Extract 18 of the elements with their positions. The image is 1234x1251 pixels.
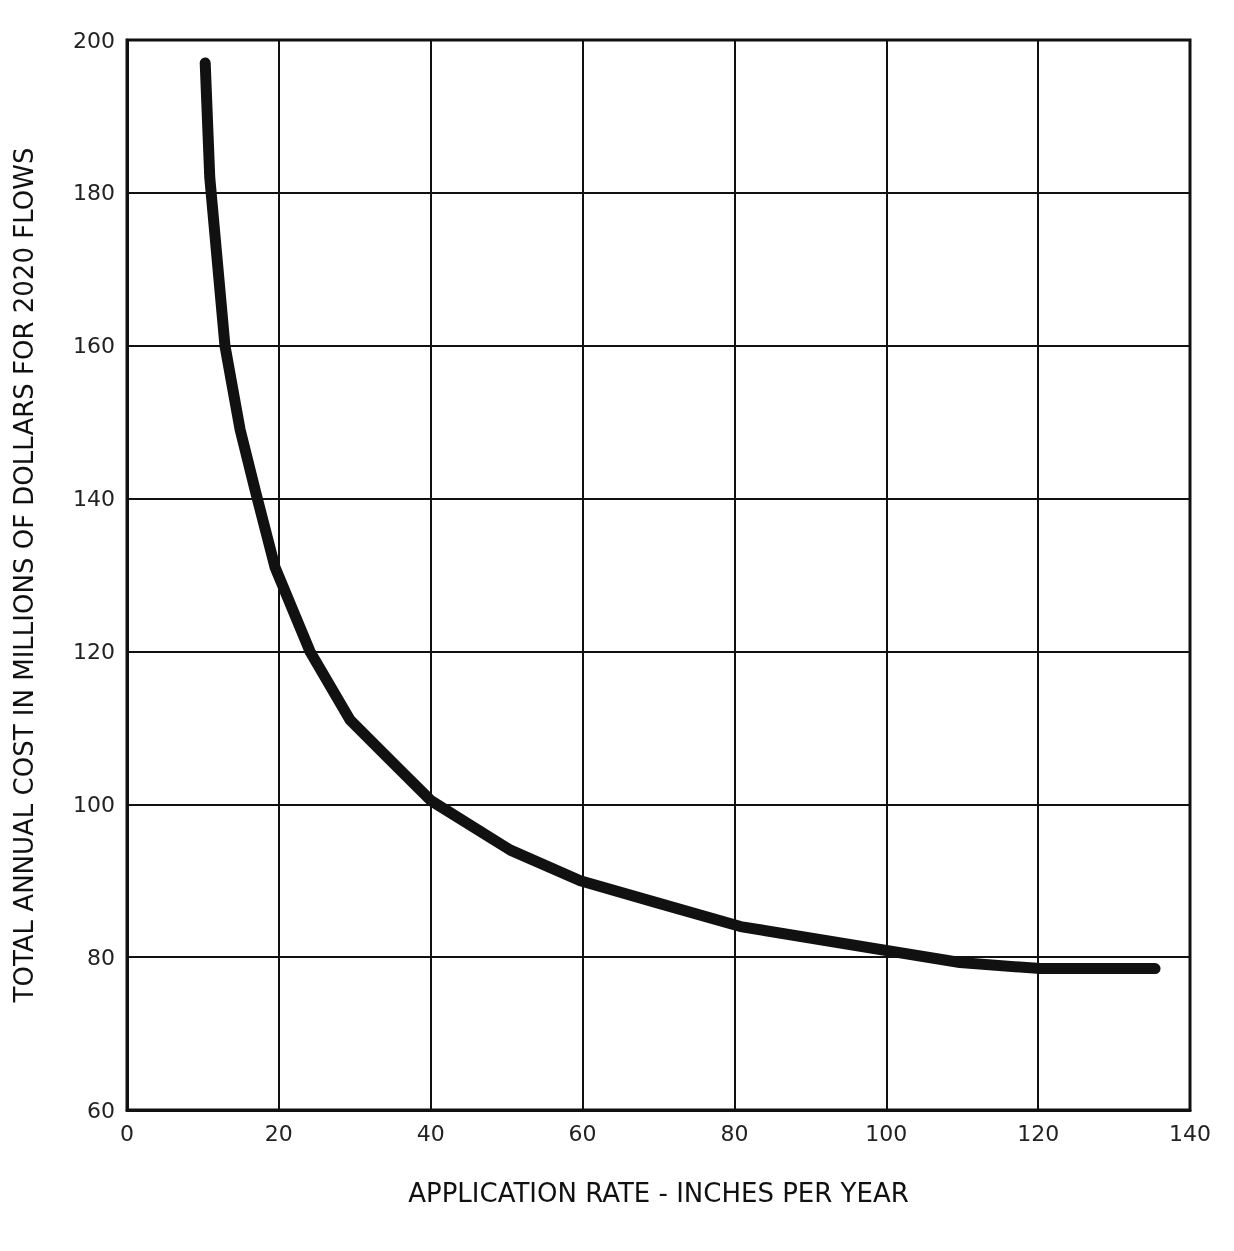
y-tick-label: 120 xyxy=(73,638,115,664)
y-tick-label: 60 xyxy=(87,1097,115,1123)
x-tick-label: 100 xyxy=(865,1120,908,1146)
y-tick-label: 160 xyxy=(73,333,115,359)
y-tick-label: 100 xyxy=(73,791,115,817)
y-axis-title: TOTAL ANNUAL COST IN MILLIONS OF DOLLARS FOR 2020 FLOWS xyxy=(9,147,39,1004)
y-tick-label: 80 xyxy=(87,944,115,970)
x-tick-label: 40 xyxy=(416,1120,445,1146)
x-tick-label: 60 xyxy=(568,1120,597,1146)
x-tick-label: 120 xyxy=(1017,1120,1060,1146)
x-tick-label: 80 xyxy=(720,1120,749,1146)
y-tick-label: 180 xyxy=(73,180,115,206)
x-tick-label: 140 xyxy=(1169,1120,1211,1146)
x-tick-label: 0 xyxy=(120,1120,134,1146)
y-tick-label: 140 xyxy=(73,486,115,512)
x-tick-label: 20 xyxy=(264,1120,293,1146)
x-axis-title: APPLICATION RATE - INCHES PER YEAR xyxy=(408,1178,909,1208)
y-tick-label: 200 xyxy=(73,27,115,53)
